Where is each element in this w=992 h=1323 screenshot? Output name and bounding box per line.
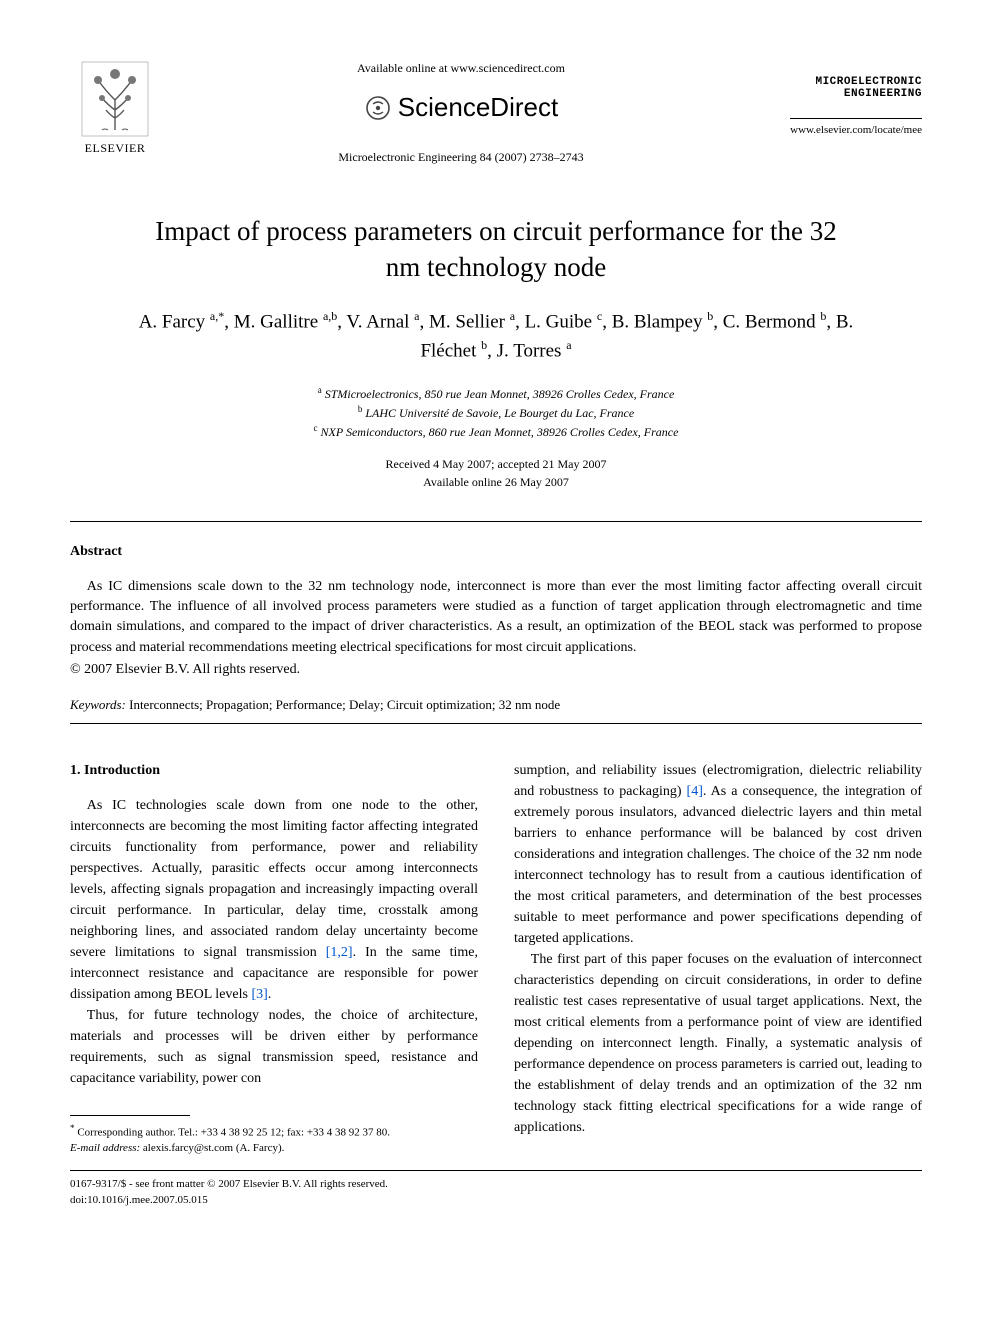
left-column: 1. Introduction As IC technologies scale… bbox=[70, 760, 478, 1156]
doi: doi:10.1016/j.mee.2007.05.015 bbox=[70, 1193, 922, 1208]
keywords: Keywords: Interconnects; Propagation; Pe… bbox=[70, 696, 922, 715]
publisher-name: ELSEVIER bbox=[85, 140, 146, 157]
intro-paragraph-1: As IC technologies scale down from one n… bbox=[70, 795, 478, 1005]
abstract-heading: Abstract bbox=[70, 542, 922, 562]
available-online-text: Available online at www.sciencedirect.co… bbox=[160, 60, 762, 77]
keywords-text: Interconnects; Propagation; Performance;… bbox=[126, 697, 560, 712]
journal-url: www.elsevier.com/locate/mee bbox=[790, 118, 922, 139]
journal-logo-line2: ENGINEERING bbox=[844, 88, 922, 100]
header-right: MICROELECTRONIC ENGINEERING www.elsevier… bbox=[762, 60, 922, 140]
corresponding-author-footnote: * Corresponding author. Tel.: +33 4 38 9… bbox=[70, 1122, 478, 1156]
bottom-divider bbox=[70, 1170, 922, 1171]
front-matter: 0167-9317/$ - see front matter © 2007 El… bbox=[70, 1177, 922, 1192]
right-column: sumption, and reliability issues (electr… bbox=[514, 760, 922, 1156]
author-list: A. Farcy a,*, M. Gallitre a,b, V. Arnal … bbox=[110, 307, 882, 367]
page-header: ELSEVIER Available online at www.science… bbox=[70, 60, 922, 166]
journal-reference: Microelectronic Engineering 84 (2007) 27… bbox=[160, 149, 762, 166]
intro-heading: 1. Introduction bbox=[70, 760, 478, 781]
ref-link-1-2[interactable]: [1,2] bbox=[326, 945, 353, 960]
elsevier-tree-logo bbox=[80, 60, 150, 138]
article-title: Impact of process parameters on circuit … bbox=[150, 214, 842, 284]
abstract-copyright: © 2007 Elsevier B.V. All rights reserved… bbox=[70, 660, 922, 680]
divider bbox=[70, 723, 922, 724]
divider bbox=[70, 521, 922, 522]
ref-link-3[interactable]: [3] bbox=[251, 987, 267, 1002]
email-label: E-mail address: bbox=[70, 1142, 140, 1154]
header-center: Available online at www.sciencedirect.co… bbox=[160, 60, 762, 166]
footnote-divider bbox=[70, 1115, 190, 1116]
available-online-date: Available online 26 May 2007 bbox=[423, 475, 569, 489]
corresponding-text: Corresponding author. Tel.: +33 4 38 92 … bbox=[77, 1127, 390, 1139]
ref-link-4[interactable]: [4] bbox=[687, 784, 703, 799]
affiliation-a: STMicroelectronics, 850 rue Jean Monnet,… bbox=[325, 387, 675, 401]
abstract-text: As IC dimensions scale down to the 32 nm… bbox=[70, 577, 922, 658]
corresponding-email: alexis.farcy@st.com (A. Farcy). bbox=[140, 1142, 284, 1154]
intro-paragraph-2: Thus, for future technology nodes, the c… bbox=[70, 1005, 478, 1089]
article-dates: Received 4 May 2007; accepted 21 May 200… bbox=[70, 455, 922, 491]
affiliation-c: NXP Semiconductors, 860 rue Jean Monnet,… bbox=[321, 425, 679, 439]
journal-logo: MICROELECTRONIC ENGINEERING bbox=[762, 76, 922, 100]
journal-logo-line1: MICROELECTRONIC bbox=[815, 76, 922, 88]
sciencedirect-text: ScienceDirect bbox=[398, 89, 558, 127]
sciencedirect-logo: ScienceDirect bbox=[364, 89, 558, 127]
affiliations: a STMicroelectronics, 850 rue Jean Monne… bbox=[70, 384, 922, 441]
received-accepted: Received 4 May 2007; accepted 21 May 200… bbox=[386, 457, 607, 471]
body-columns: 1. Introduction As IC technologies scale… bbox=[70, 760, 922, 1156]
intro-paragraph-4: The first part of this paper focuses on … bbox=[514, 949, 922, 1138]
keywords-label: Keywords: bbox=[70, 697, 126, 712]
affiliation-b: LAHC Université de Savoie, Le Bourget du… bbox=[365, 406, 634, 420]
publisher-block: ELSEVIER bbox=[70, 60, 160, 157]
intro-paragraph-3: sumption, and reliability issues (electr… bbox=[514, 760, 922, 949]
sciencedirect-icon bbox=[364, 94, 392, 122]
